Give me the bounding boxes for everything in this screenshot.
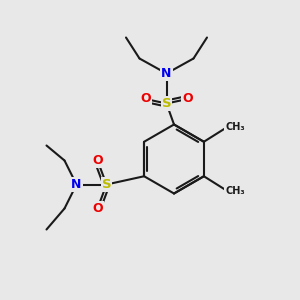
- Text: O: O: [140, 92, 151, 106]
- Text: N: N: [71, 178, 82, 191]
- Text: N: N: [161, 67, 172, 80]
- Text: S: S: [102, 178, 111, 191]
- Text: O: O: [92, 202, 103, 215]
- Text: S: S: [162, 97, 171, 110]
- Text: CH₃: CH₃: [225, 122, 245, 133]
- Text: O: O: [182, 92, 193, 106]
- Text: CH₃: CH₃: [225, 185, 245, 196]
- Text: O: O: [92, 154, 103, 167]
